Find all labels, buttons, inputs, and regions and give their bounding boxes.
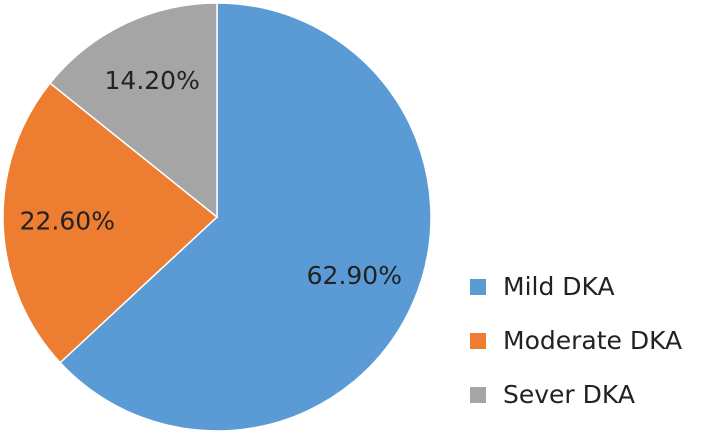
legend-swatch xyxy=(470,333,486,349)
pie-slice xyxy=(59,2,432,432)
legend-label: Sever DKA xyxy=(503,380,635,409)
data-label: 22.60% xyxy=(20,206,115,235)
legend-swatch xyxy=(470,279,486,295)
data-label: 62.90% xyxy=(307,261,402,290)
data-label: 14.20% xyxy=(105,66,200,95)
legend-label: Moderate DKA xyxy=(503,326,682,355)
legend-label: Mild DKA xyxy=(503,272,615,301)
pie-slice xyxy=(2,82,219,364)
pie-slice xyxy=(48,2,218,219)
legend-swatch xyxy=(470,387,486,403)
